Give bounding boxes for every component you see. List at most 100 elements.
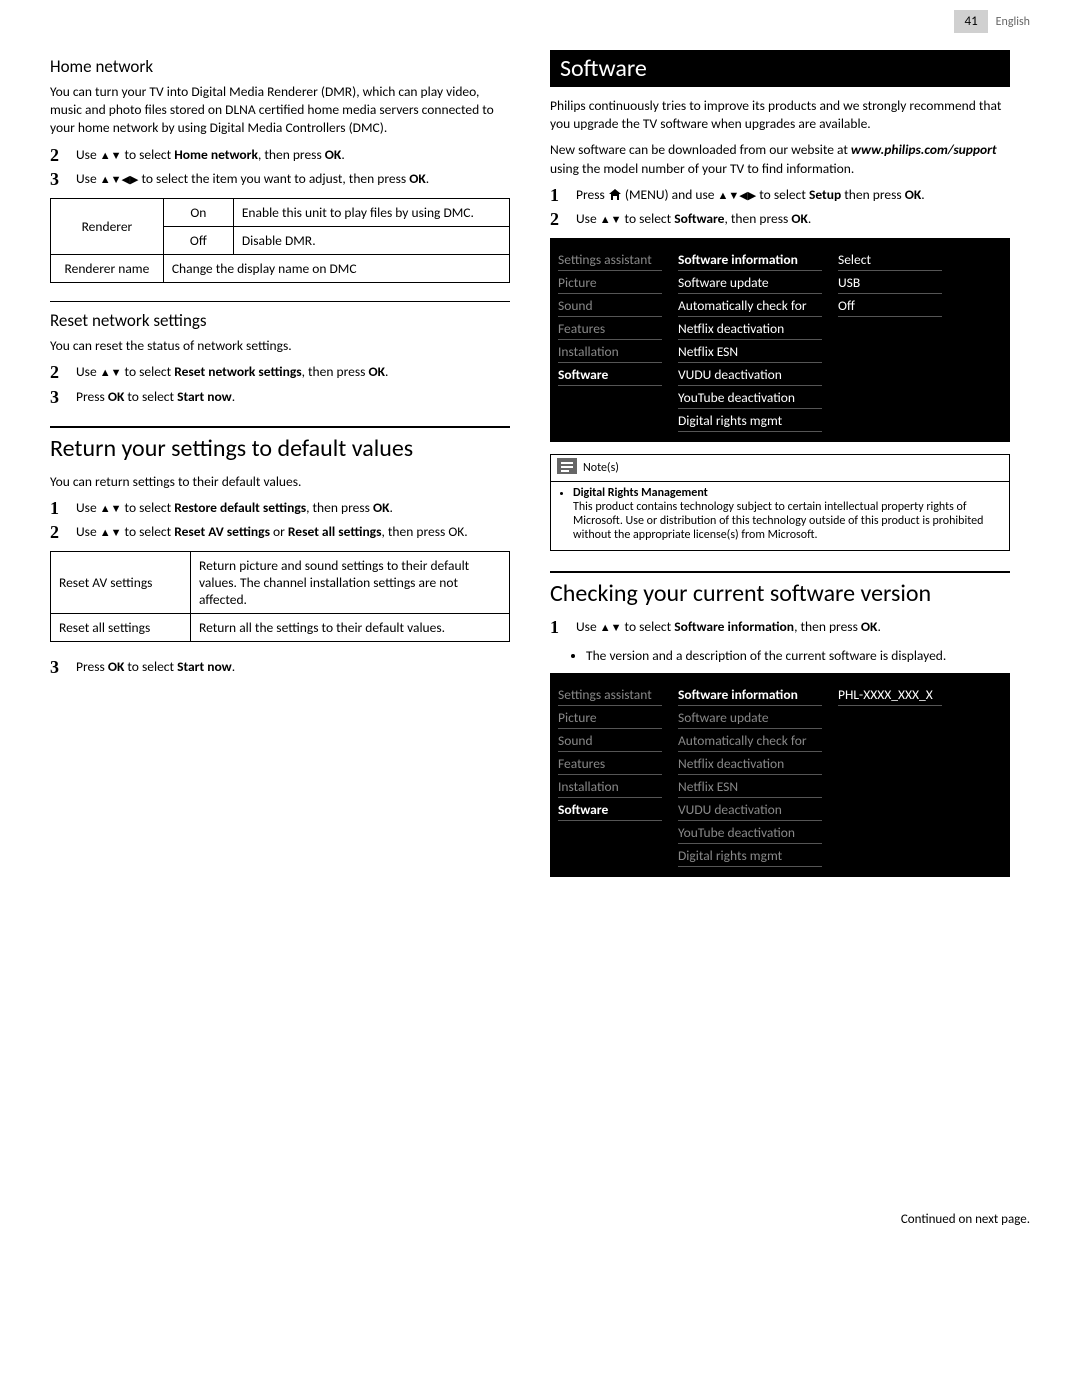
tv-menu-item [838, 728, 942, 750]
tv-menu-item: Features [558, 752, 662, 775]
tv-menu-item [838, 706, 942, 728]
tv-menu-item: Digital rights mgmt [678, 844, 822, 867]
step-item: 3Press OK to select Start now. [50, 388, 510, 406]
cell: On [163, 199, 233, 227]
step-item: 1 Use ▲▼ to select Restore default settin… [50, 499, 510, 517]
tv-menu-item: Software [558, 798, 662, 821]
cell: Disable DMR. [233, 227, 509, 255]
notes-body: Digital Rights Management This product c… [551, 482, 1009, 550]
step-number: 2 [550, 210, 566, 228]
step-text: Use ▲▼ to select Reset AV settings or Re… [76, 523, 468, 541]
step-item: 2 Use ▲▼ to select Software, then press O… [550, 210, 1010, 228]
tv-menu-item: Installation [558, 340, 662, 363]
tv-menu-item: Sound [558, 294, 662, 317]
page-header: 41 English [954, 10, 1030, 33]
tv-menu-item [838, 405, 942, 427]
tv-menu-item: Software [558, 363, 662, 386]
cell: Enable this unit to play files by using … [233, 199, 509, 227]
home-network-steps: 2 Use ▲▼ to select Home network, then pre… [50, 146, 510, 188]
tv-menu-item [838, 750, 942, 772]
web-post: using the model number of your TV to fin… [550, 160, 854, 177]
right-column: Software Philips continuously tries to i… [550, 50, 1010, 889]
cell: Reset AV settings [51, 552, 191, 614]
tv-menu-item: Netflix deactivation [678, 752, 822, 775]
page-number: 41 [954, 10, 987, 33]
step-number: 1 [550, 186, 566, 204]
step-number: 2 [50, 523, 66, 541]
notes-header: Note(s) [551, 455, 1009, 482]
step-text: Press OK to select Start now. [76, 658, 235, 676]
step-item: 2 Use ▲▼ to select Reset AV settings or R… [50, 523, 510, 541]
tv-menu-item: Sound [558, 729, 662, 752]
step-number: 1 [550, 618, 566, 636]
tv-menu-item [838, 772, 942, 794]
tv-menu-item: Off [838, 294, 942, 317]
web-url: www.philips.com/support [851, 141, 997, 158]
step-number: 3 [50, 170, 66, 188]
notes-box: Note(s) Digital Rights Management This p… [550, 454, 1010, 551]
step-number: 2 [50, 146, 66, 164]
page-language: English [996, 15, 1030, 29]
step-item: 3Press OK to select Start now. [50, 658, 510, 676]
tv-menu-item: Netflix deactivation [678, 317, 822, 340]
tv-menu-item: Select [838, 248, 942, 271]
tv-menu-software: Settings assistantPictureSoundFeaturesIn… [550, 238, 1010, 442]
divider [50, 426, 510, 428]
heading-reset-network: Reset network settings [50, 308, 510, 331]
table-row: Renderer On Enable this unit to play fil… [51, 199, 510, 227]
step-text: Use ▲▼ to select Restore default setting… [76, 499, 393, 517]
heading-software: Software [550, 50, 1010, 87]
tv-menu-item: Picture [558, 271, 662, 294]
table-row: Renderer name Change the display name on… [51, 255, 510, 283]
reset-network-intro: You can reset the status of network sett… [50, 337, 510, 355]
home-network-intro: You can turn your TV into Digital Media … [50, 83, 510, 138]
heading-check-version: Checking your current software version [550, 579, 1010, 608]
tv-menu-item: Netflix ESN [678, 340, 822, 363]
tv-menu-item: Settings assistant [558, 683, 662, 706]
check-version-bullet-list: The version and a description of the cur… [586, 647, 1010, 665]
tv-menu-item: Automatically check for [678, 729, 822, 752]
step-item: 2Use ▲▼ to select Reset network settings… [50, 363, 510, 381]
tv-menu-item: Software information [678, 683, 822, 706]
software-steps: 1Press (MENU) and use ▲▼◀▶ to select Set… [550, 186, 1010, 228]
cell: Off [163, 227, 233, 255]
step-number: 3 [50, 388, 66, 406]
tv-menu-item: Netflix ESN [678, 775, 822, 798]
notes-title: Digital Rights Management [573, 486, 708, 500]
tv-menu-item: USB [838, 271, 942, 294]
tv-menu-item: Installation [558, 775, 662, 798]
tv-menu-item [838, 383, 942, 405]
software-intro: Philips continuously tries to improve it… [550, 97, 1010, 133]
tv-menu-item [838, 794, 942, 816]
cell: Renderer name [51, 255, 164, 283]
step-item: 3 Use ▲▼◀▶ to select the item you want to… [50, 170, 510, 188]
step-text: Use ▲▼◀▶ to select the item you want to … [76, 170, 429, 188]
tv-menu-item: Software update [678, 271, 822, 294]
table-row: Reset all settings Return all the settin… [51, 614, 510, 642]
home-icon [608, 186, 622, 203]
step-text: Use ▲▼ to select Reset network settings,… [76, 363, 388, 381]
step-text: Use ▲▼ to select Home network, then pres… [76, 146, 345, 164]
tv-menu-item: Software information [678, 248, 822, 271]
web-pre: New software can be downloaded from our … [550, 141, 851, 158]
cell: Renderer [51, 199, 164, 255]
cell: Change the display name on DMC [163, 255, 509, 283]
step-number: 1 [50, 499, 66, 517]
notes-label: Note(s) [583, 461, 619, 475]
tv-menu-item [838, 361, 942, 383]
step-item: 2 Use ▲▼ to select Home network, then pre… [50, 146, 510, 164]
step-text: Use ▲▼ to select Software information, t… [576, 618, 881, 636]
tv-menu-item [838, 339, 942, 361]
heading-home-network: Home network [50, 54, 510, 77]
tv-menu-item [838, 838, 942, 860]
reset-network-steps: 2Use ▲▼ to select Reset network settings… [50, 363, 510, 405]
tv-menu-item: VUDU deactivation [678, 363, 822, 386]
notes-text: This product contains technology subject… [573, 500, 983, 542]
step-text: Use ▲▼ to select Software, then press OK… [576, 210, 811, 228]
divider [550, 571, 1010, 573]
reset-settings-table: Reset AV settings Return picture and sou… [50, 551, 510, 642]
renderer-table: Renderer On Enable this unit to play fil… [50, 198, 510, 283]
tv-menu-item: VUDU deactivation [678, 798, 822, 821]
footer-note: Continued on next page. [901, 1212, 1030, 1227]
heading-return-default: Return your settings to default values [50, 434, 510, 463]
